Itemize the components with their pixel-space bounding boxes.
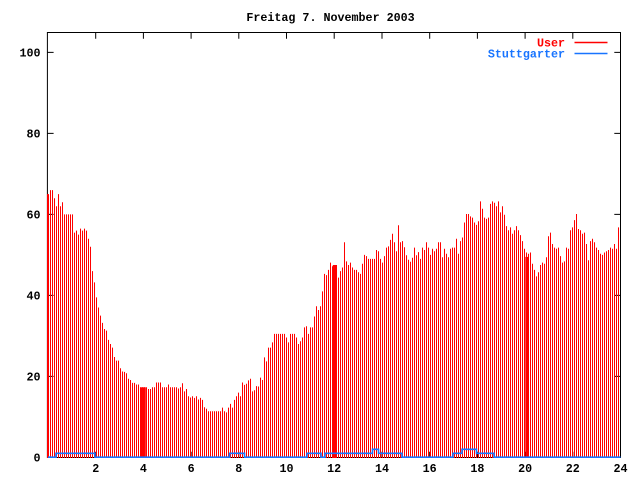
svg-text:20: 20 xyxy=(26,370,40,384)
svg-text:10: 10 xyxy=(279,462,293,476)
svg-text:24: 24 xyxy=(613,462,627,476)
svg-text:16: 16 xyxy=(423,462,437,476)
svg-text:6: 6 xyxy=(188,462,195,476)
svg-text:2: 2 xyxy=(92,462,99,476)
svg-text:40: 40 xyxy=(26,289,40,303)
svg-text:Freitag 7. November 2003: Freitag 7. November 2003 xyxy=(246,11,414,25)
svg-text:8: 8 xyxy=(235,462,242,476)
svg-text:60: 60 xyxy=(26,208,40,222)
svg-text:80: 80 xyxy=(26,127,40,141)
svg-text:User: User xyxy=(537,36,565,50)
svg-text:100: 100 xyxy=(19,46,40,60)
svg-text:14: 14 xyxy=(375,462,389,476)
svg-text:Stuttgarter: Stuttgarter xyxy=(488,47,565,61)
svg-text:0: 0 xyxy=(33,451,40,465)
svg-text:20: 20 xyxy=(518,462,532,476)
svg-text:22: 22 xyxy=(566,462,580,476)
svg-text:18: 18 xyxy=(470,462,484,476)
svg-text:12: 12 xyxy=(327,462,341,476)
svg-text:4: 4 xyxy=(140,462,147,476)
